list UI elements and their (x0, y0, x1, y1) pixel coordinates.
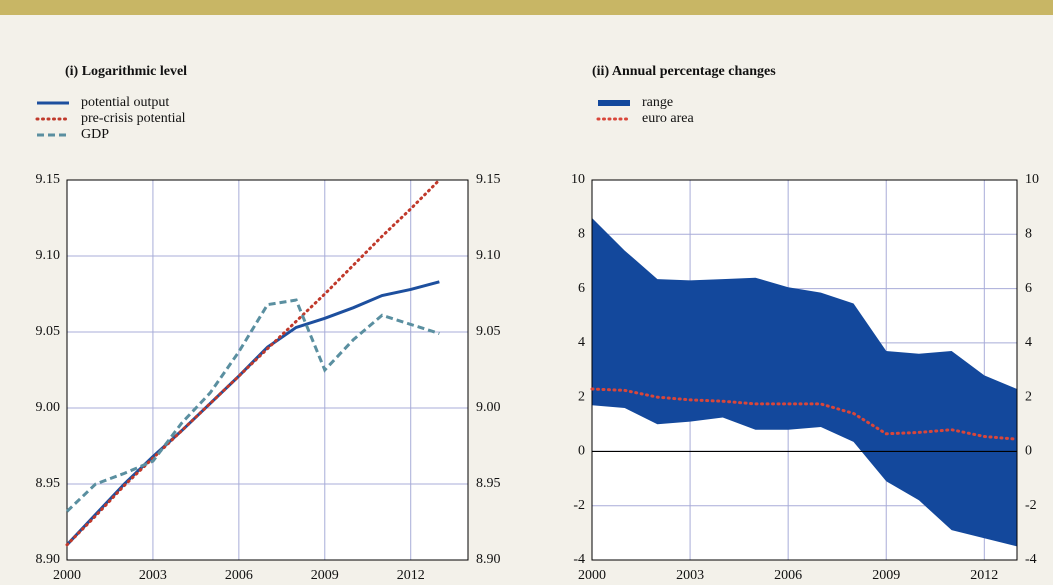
x-tick-label: 2003 (139, 568, 167, 583)
y-tick-label: 8 (578, 227, 585, 242)
y-tick-label-right: 2 (1025, 389, 1032, 404)
y-tick-label: 9.00 (36, 400, 61, 415)
y-tick-label: 9.15 (36, 172, 61, 187)
series-line (65, 178, 441, 547)
x-tick-label: 2009 (872, 568, 900, 583)
x-tick-label: 2000 (578, 568, 606, 583)
y-tick-label-right: 9.15 (476, 172, 501, 187)
y-tick-label-right: 10 (1025, 172, 1039, 187)
x-tick-label: 2003 (676, 568, 704, 583)
panel-title: (ii) Annual percentage changes (592, 64, 776, 79)
y-tick-label: 6 (578, 281, 585, 296)
x-tick-label: 2012 (970, 568, 998, 583)
y-tick-label: 9.05 (36, 324, 61, 339)
legend-swatch (598, 100, 630, 106)
x-tick-label: 2000 (53, 568, 81, 583)
y-tick-label: -2 (573, 498, 585, 513)
x-tick-label: 2006 (225, 568, 253, 583)
panel-title: (i) Logarithmic level (65, 64, 187, 79)
y-tick-label: 10 (571, 172, 585, 187)
y-tick-label-right: 8.95 (476, 476, 501, 491)
legend-label: potential output (81, 95, 169, 110)
legend-label: range (642, 95, 673, 110)
legend-label: euro area (642, 111, 694, 126)
y-tick-label-right: 9.05 (476, 324, 501, 339)
plot-frame (591, 179, 1018, 561)
y-tick-label-right: 4 (1025, 335, 1032, 350)
banner (0, 0, 1053, 15)
y-tick-label-right: -2 (1025, 498, 1037, 513)
y-tick-label-right: -4 (1025, 552, 1037, 567)
y-tick-label-right: 0 (1025, 444, 1032, 459)
y-tick-label-right: 6 (1025, 281, 1032, 296)
y-tick-label-right: 8.90 (476, 552, 501, 567)
y-tick-label: 9.10 (36, 248, 61, 263)
series-line (590, 387, 1019, 441)
x-tick-label: 2012 (397, 568, 425, 583)
plot-frame (66, 179, 469, 561)
y-tick-label: 2 (578, 389, 585, 404)
series-line (65, 280, 440, 546)
y-tick-label: 0 (578, 444, 585, 459)
y-tick-label-right: 9.10 (476, 248, 501, 263)
x-tick-label: 2009 (311, 568, 339, 583)
y-tick-label: 8.90 (36, 552, 61, 567)
y-tick-label: 4 (578, 335, 585, 350)
y-tick-label: -4 (573, 552, 585, 567)
y-tick-label-right: 8 (1025, 227, 1032, 242)
y-tick-label-right: 9.00 (476, 400, 501, 415)
x-tick-label: 2006 (774, 568, 802, 583)
range-band (592, 218, 1017, 547)
series-line (65, 298, 440, 513)
legend-label: GDP (81, 127, 109, 142)
y-tick-label: 8.95 (36, 476, 61, 491)
legend-label: pre-crisis potential (81, 111, 186, 126)
plot-area (67, 180, 468, 560)
